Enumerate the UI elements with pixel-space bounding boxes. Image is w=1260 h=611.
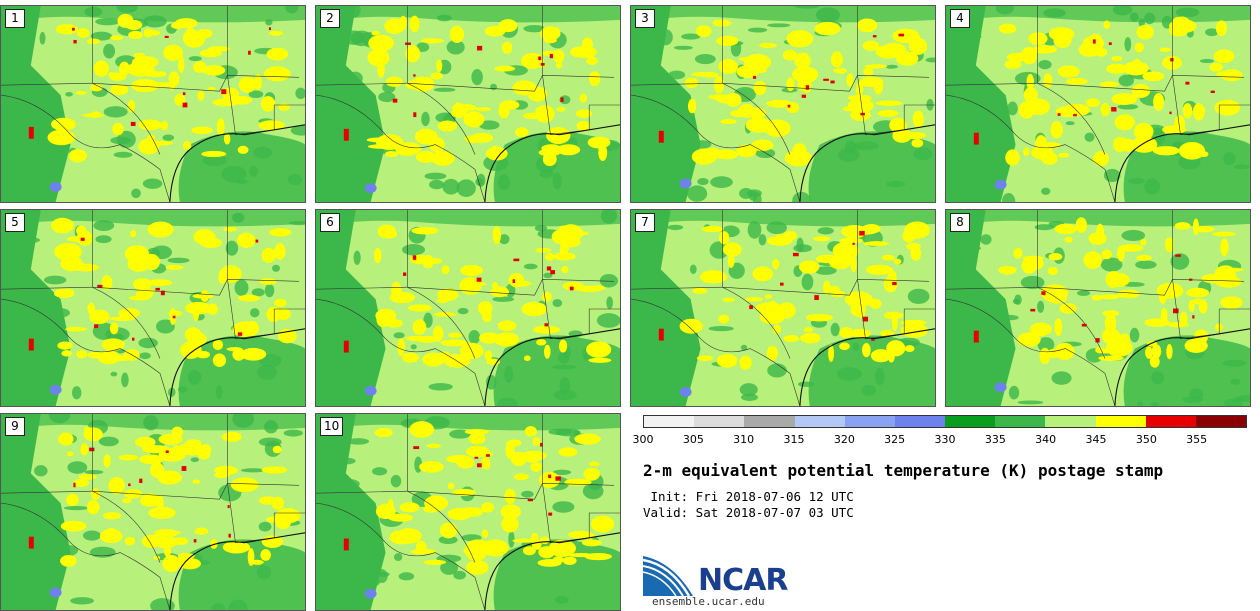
- colorbar-tick-label: 335: [984, 433, 1006, 446]
- map-panel: 2: [315, 5, 621, 203]
- colorbar-segment: [894, 416, 946, 427]
- colorbar-segment: [844, 416, 895, 427]
- colorbar-segment: [1045, 416, 1096, 427]
- colorbar: [643, 415, 1247, 428]
- valid-time: Valid: Sat 2018-07-07 03 UTC: [643, 505, 854, 520]
- colorbar-tick-label: 325: [884, 433, 906, 446]
- colorbar-tick-label: 320: [833, 433, 855, 446]
- map-panel: 1: [0, 5, 306, 203]
- map-panel: 5: [0, 209, 306, 407]
- colorbar-segment: [995, 416, 1046, 427]
- panel-number: 5: [5, 213, 25, 232]
- colorbar-segment: [694, 416, 745, 427]
- panel-number: 4: [950, 9, 970, 28]
- panel-number: 7: [635, 213, 655, 232]
- map-panel: 6: [315, 209, 621, 407]
- map-panel: 7: [630, 209, 936, 407]
- colorbar-tick-label: 345: [1085, 433, 1107, 446]
- colorbar-segment: [1195, 416, 1247, 427]
- panel-number: 9: [5, 417, 25, 436]
- colorbar-tick-label: 355: [1186, 433, 1208, 446]
- panel-number: 2: [320, 9, 340, 28]
- colorbar-segment: [794, 416, 845, 427]
- panel-number: 6: [320, 213, 340, 232]
- colorbar-segment: [945, 416, 996, 427]
- colorbar-tick-label: 330: [934, 433, 956, 446]
- colorbar-tick-label: 300: [632, 433, 654, 446]
- colorbar-segment: [744, 416, 795, 427]
- colorbar-tick-label: 305: [682, 433, 704, 446]
- ensemble-url: ensemble.ucar.edu: [652, 595, 765, 608]
- ncar-logo-icon: [643, 556, 693, 596]
- map-panel: 9: [0, 413, 306, 611]
- panel-number: 3: [635, 9, 655, 28]
- map-panel: 10: [315, 413, 621, 611]
- colorbar-ticks: 300 305 310 315 320 325 330 335 340 345 350 355: [633, 433, 1247, 447]
- colorbar-tick-label: 310: [733, 433, 755, 446]
- map-panel: 4: [945, 5, 1251, 203]
- panel-number: 8: [950, 213, 970, 232]
- init-time: Init: Fri 2018-07-06 12 UTC: [643, 489, 854, 504]
- panel-number: 10: [320, 417, 344, 436]
- ncar-logo-text: NCAR: [698, 563, 788, 598]
- colorbar-tick-label: 350: [1135, 433, 1157, 446]
- figure-title: 2-m equivalent potential temperature (K)…: [643, 461, 1164, 480]
- map-panel: 3: [630, 5, 936, 203]
- panel-number: 1: [5, 9, 25, 28]
- colorbar-segment: [1145, 416, 1196, 427]
- map-panel: 8: [945, 209, 1251, 407]
- colorbar-segment: [1095, 416, 1146, 427]
- colorbar-segment: [644, 416, 695, 427]
- colorbar-tick-label: 315: [783, 433, 805, 446]
- colorbar-tick-label: 340: [1035, 433, 1057, 446]
